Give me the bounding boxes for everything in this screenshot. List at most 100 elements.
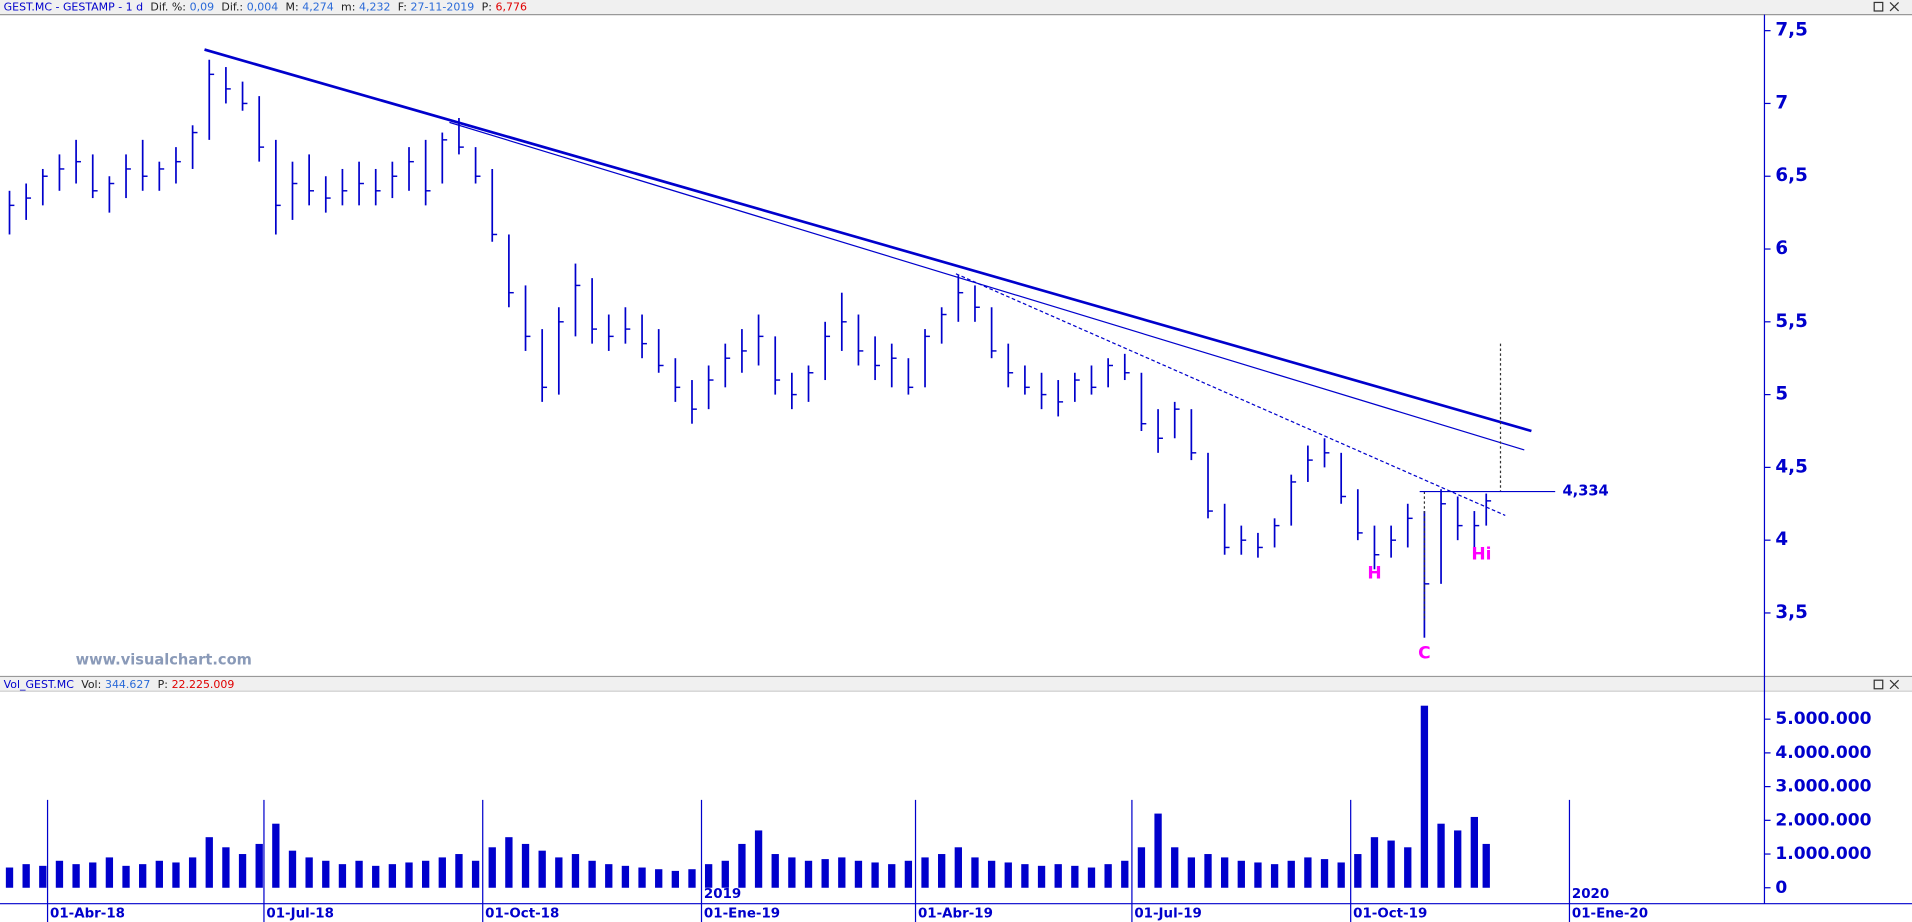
volume-bar (1187, 857, 1196, 888)
volume-bar (188, 857, 197, 888)
volume-bar (1054, 864, 1062, 888)
x-tick-label: 01-Oct-18 (485, 906, 559, 921)
maximize-button[interactable] (1873, 1, 1884, 12)
volume-bar (821, 859, 829, 888)
volume-bar (871, 862, 879, 888)
maximize-button[interactable] (1873, 679, 1884, 690)
close-button[interactable] (1889, 2, 1900, 12)
watermark: www.visualchart.com (76, 652, 252, 669)
y-tick-label: 3,5 (1775, 602, 1807, 623)
header-value: 27-11-2019 (411, 0, 475, 13)
volume-bar (155, 860, 163, 888)
volume-bar (1121, 860, 1129, 888)
x-tick-label: 01-Ene-19 (704, 906, 780, 921)
trend-line (204, 48, 1532, 433)
volume-bar (804, 860, 813, 888)
volume-bar (1037, 865, 1046, 888)
header-value: 22.225.009 (172, 678, 235, 691)
header-label: m: (341, 0, 355, 13)
x-tick-label: 01-Abr-19 (918, 906, 993, 921)
header-bar (0, 0, 1912, 15)
volume-bar (105, 857, 114, 888)
y-tick-label: 5.000.000 (1775, 709, 1871, 729)
volume-bar (322, 860, 330, 888)
volume-bar (954, 847, 962, 888)
volume-bar (1437, 823, 1445, 888)
volume-bar (122, 865, 130, 888)
volume-bar (488, 847, 496, 888)
x-tick-label: 01-Ene-20 (1572, 906, 1648, 921)
header-label: Dif.: (221, 0, 243, 13)
volume-bar (1404, 847, 1412, 888)
close-button[interactable] (1889, 679, 1900, 690)
volume-bar (838, 857, 846, 888)
volume-bar (1071, 865, 1079, 888)
volume-bar (72, 864, 80, 888)
volume-bar (1354, 854, 1362, 888)
y-tick-label: 7,5 (1775, 20, 1807, 41)
volume-bar (39, 865, 47, 888)
volume-bar (1470, 816, 1478, 888)
volume-bar (971, 857, 979, 888)
pattern-label: Hi (1471, 545, 1491, 565)
volume-bar (688, 869, 696, 888)
volume-bar (172, 862, 180, 888)
volume-bar (904, 860, 913, 888)
year-label: 2019 (704, 887, 741, 902)
header-value: 0,09 (190, 0, 214, 13)
volume-bar (272, 823, 280, 888)
volume-bar (638, 867, 646, 888)
volume-bar (571, 854, 580, 888)
volume-bar (1254, 862, 1262, 888)
header-label: Dif. %: (150, 0, 186, 13)
volume-bar (288, 850, 297, 888)
volume-bar (1304, 857, 1312, 888)
volume-bar (588, 860, 596, 888)
header-label: P: (482, 0, 492, 13)
volume-bar (888, 864, 896, 888)
y-tick-label: 6,5 (1775, 165, 1807, 186)
volume-bar (987, 860, 996, 888)
y-tick-label: 4.000.000 (1775, 743, 1871, 763)
volume-bar (471, 860, 480, 888)
volume-bar (1320, 859, 1329, 888)
volume-bar (139, 864, 147, 888)
volume-bar (1237, 860, 1245, 888)
pattern-label: H (1367, 564, 1381, 584)
volume-bar (538, 850, 546, 888)
volume-bar (505, 837, 513, 888)
volume-bar (338, 864, 347, 888)
header-value: 6,776 (496, 0, 527, 13)
volume-bar (1454, 830, 1462, 888)
volume-bar (704, 864, 713, 888)
volume-bar (305, 857, 313, 888)
volume-bar (671, 870, 680, 888)
trend-line (955, 273, 1506, 516)
header-label: P: (158, 678, 168, 691)
volume-bar (1287, 860, 1295, 888)
window-buttons[interactable] (1873, 1, 1900, 690)
trend-line (449, 121, 1525, 451)
year-label: 2020 (1572, 887, 1609, 902)
volume-bar (938, 854, 946, 888)
y-tick-label: 7 (1775, 92, 1788, 113)
volume-bar (405, 862, 413, 888)
volume-bar (1087, 867, 1096, 888)
volume-bar (1137, 847, 1146, 888)
volume-bar (1482, 843, 1490, 888)
volume-bar (1220, 857, 1229, 888)
volume-bar (655, 869, 663, 888)
volume-bar (621, 865, 630, 888)
volume-bar (1154, 813, 1162, 888)
y-tick-label: 2.000.000 (1775, 810, 1871, 830)
volume-bar (89, 862, 97, 888)
volume-bar (372, 865, 380, 888)
y-tick-label: 6 (1775, 238, 1788, 259)
header-value: 4,274 (302, 0, 333, 13)
volume-bar (238, 854, 247, 888)
header-label: M: (286, 0, 299, 13)
volume-bar (355, 860, 363, 888)
header-title: GEST.MC - GESTAMP - 1 d (4, 0, 143, 13)
volume-bar (5, 867, 14, 888)
